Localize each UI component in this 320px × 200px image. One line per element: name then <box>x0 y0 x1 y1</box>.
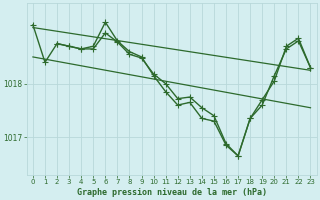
X-axis label: Graphe pression niveau de la mer (hPa): Graphe pression niveau de la mer (hPa) <box>77 188 267 197</box>
